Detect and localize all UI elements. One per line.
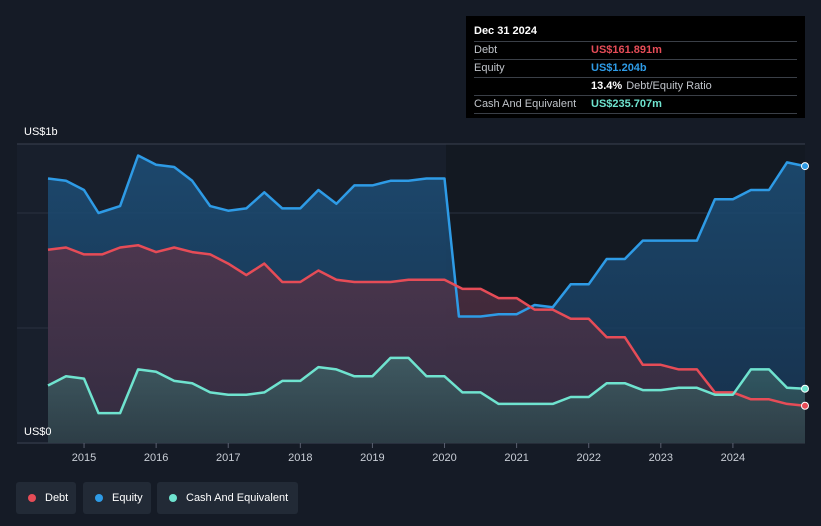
x-tick-label: 2019 bbox=[360, 452, 384, 464]
tooltip-debt-label: Debt bbox=[474, 44, 498, 56]
x-tick-label: 2020 bbox=[432, 452, 456, 464]
tooltip-equity-value: US$1.204b bbox=[591, 62, 647, 74]
tooltip-row-cash: Cash And Equivalent US$235.707m bbox=[474, 95, 797, 114]
tooltip-row-debt: Debt US$161.891m bbox=[474, 41, 797, 59]
legend-cash-label: Cash And Equivalent bbox=[186, 492, 289, 504]
tooltip-ratio-spacer bbox=[474, 78, 591, 95]
end-points bbox=[801, 162, 809, 410]
equity-end-point bbox=[801, 162, 809, 171]
debt-legend-dot-icon bbox=[28, 494, 36, 502]
cash-end-point bbox=[801, 384, 809, 393]
x-tick-label: 2016 bbox=[144, 452, 168, 464]
equity-line bbox=[47, 154, 806, 318]
y-axis-bottom-label: US$0 bbox=[24, 426, 52, 438]
legend-equity-label: Equity bbox=[112, 492, 143, 504]
x-tick-label: 2024 bbox=[721, 452, 745, 464]
x-tick-label: 2023 bbox=[649, 452, 673, 464]
tooltip-ratio-value: 13.4% bbox=[591, 80, 623, 92]
debt-line bbox=[47, 243, 806, 407]
tooltip-row-equity: Equity US$1.204b bbox=[474, 59, 797, 77]
tooltip-row-ratio: 13.4% Debt/Equity Ratio bbox=[474, 77, 797, 95]
tooltip-ratio-text: Debt/Equity Ratio bbox=[626, 80, 712, 92]
equity-legend-dot-icon bbox=[95, 494, 103, 502]
x-tick-label: 2018 bbox=[288, 452, 312, 464]
tooltip-cash-value: US$235.707m bbox=[591, 98, 662, 110]
x-tick-label: 2021 bbox=[504, 452, 528, 464]
legend-item-cash[interactable]: Cash And Equivalent bbox=[157, 482, 298, 514]
x-tick-label: 2015 bbox=[72, 452, 96, 464]
x-axis-ticks: 2015 2016 2017 2018 2019 2020 2021 2022 2023 2024 bbox=[72, 443, 745, 464]
tooltip-panel: Dec 31 2024 Debt US$161.891m Equity US$1… bbox=[466, 16, 805, 118]
cash-legend-dot-icon bbox=[169, 494, 177, 502]
tooltip-cash-label: Cash And Equivalent bbox=[474, 98, 577, 110]
x-tick-label: 2017 bbox=[216, 452, 240, 464]
y-axis-top-label: US$1b bbox=[24, 126, 58, 138]
x-tick-label: 2022 bbox=[576, 452, 600, 464]
tooltip-debt-value: US$161.891m bbox=[591, 44, 662, 56]
legend-item-debt[interactable]: Debt bbox=[16, 482, 76, 514]
tooltip-equity-label: Equity bbox=[474, 62, 505, 74]
legend-debt-label: Debt bbox=[45, 492, 69, 504]
tooltip-date: Dec 31 2024 bbox=[474, 25, 537, 37]
legend-item-equity[interactable]: Equity bbox=[83, 482, 151, 514]
cash-line bbox=[47, 356, 806, 415]
cash-area bbox=[48, 357, 805, 443]
debt-end-point bbox=[801, 401, 809, 410]
